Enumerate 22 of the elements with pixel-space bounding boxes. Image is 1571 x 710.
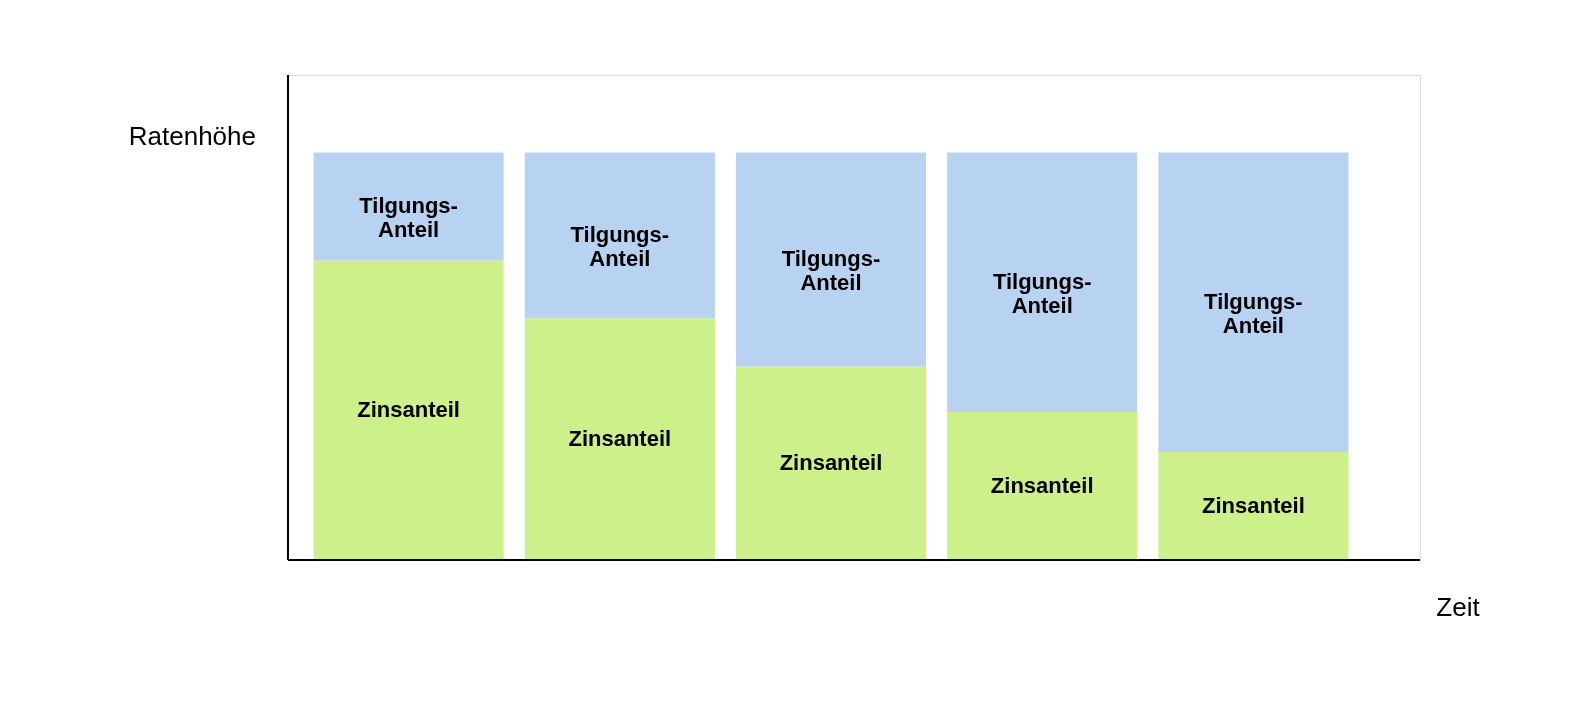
text: Tilgungs-Anteil xyxy=(570,222,670,272)
bar xyxy=(524,152,715,319)
y-axis-title: Ratenhöhe xyxy=(128,121,256,151)
bar xyxy=(735,366,927,560)
text: Tilgungs-Anteil xyxy=(781,246,881,296)
x-axis-title: Zeit xyxy=(1436,592,1481,622)
bar xyxy=(1158,452,1349,560)
bar xyxy=(313,152,504,261)
bar xyxy=(735,152,927,367)
text: Tilgungs-Anteil xyxy=(992,269,1092,319)
text: Zinsanteil xyxy=(568,426,672,452)
bar xyxy=(947,152,1138,413)
text: Zinsanteil xyxy=(779,450,883,476)
series-label: Zinsanteil xyxy=(1202,493,1305,518)
text: Zinsanteil xyxy=(990,473,1094,499)
bar xyxy=(1158,152,1349,452)
text: Zinsanteil xyxy=(357,397,460,423)
text: Tilgungs-Anteil xyxy=(1204,289,1303,339)
series-label: Tilgungs-Anteil xyxy=(359,193,458,243)
bar xyxy=(947,412,1138,560)
bar xyxy=(313,260,504,560)
bar xyxy=(524,318,715,560)
